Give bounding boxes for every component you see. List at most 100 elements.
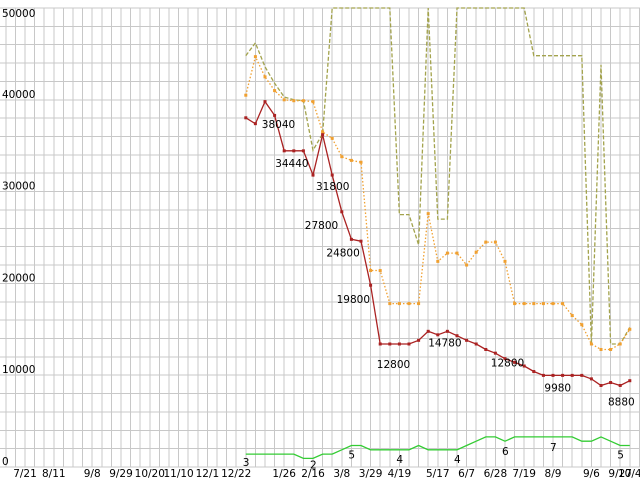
series-red-solid-marker xyxy=(474,342,478,346)
series-orange-dotted-marker xyxy=(513,302,517,306)
series-olive-dashed xyxy=(245,7,631,345)
series-orange-dotted-marker xyxy=(445,251,449,255)
x-tick-label: 9/29 xyxy=(109,468,133,480)
series-orange-dotted-marker xyxy=(465,263,469,267)
series-orange-dotted-marker xyxy=(561,302,565,306)
series-red-solid-marker xyxy=(292,149,296,153)
series-orange-dotted-marker xyxy=(244,93,248,97)
series-red-solid-marker xyxy=(321,133,325,137)
gridlines xyxy=(0,7,640,468)
series-orange-dotted-marker xyxy=(359,160,363,164)
price-label: 12800 xyxy=(491,357,524,369)
series-red-solid-marker xyxy=(628,379,632,383)
series-green-solid-line xyxy=(245,436,630,460)
x-tick-label: 12/22 xyxy=(221,468,251,480)
x-tick-label: 9/27 xyxy=(608,468,632,480)
y-tick-label: 30000 xyxy=(2,181,35,193)
series-red-solid-marker xyxy=(388,342,392,346)
series-red-solid-marker xyxy=(513,360,517,364)
series-orange-dotted-marker xyxy=(417,302,421,306)
price-label: 24800 xyxy=(326,247,359,259)
x-tick-label: 6/7 xyxy=(458,468,475,480)
series-red-solid-marker xyxy=(378,342,382,346)
x-tick-label: 2/16 xyxy=(301,468,325,480)
y-tick-label: 20000 xyxy=(2,272,35,284)
series-orange-dotted-marker xyxy=(522,302,526,306)
y-axis-labels: 0 10000 20000 30000 40000 50000 xyxy=(2,8,35,468)
x-tick-label: 1/26 xyxy=(272,468,296,480)
series-red-solid-marker xyxy=(273,113,277,117)
series-red-solid-marker xyxy=(522,364,526,368)
series-orange-dotted-marker xyxy=(493,240,497,244)
series-orange-dotted-marker xyxy=(455,251,459,255)
series-orange-dotted-marker xyxy=(292,99,296,103)
x-tick-label: 11/10 xyxy=(163,468,193,480)
series-orange-dotted-marker xyxy=(311,100,315,104)
count-label: 4 xyxy=(396,454,403,466)
x-tick-label: 7/19 xyxy=(512,468,536,480)
series-orange-dotted-marker xyxy=(273,89,277,93)
series-red-solid-marker xyxy=(369,283,373,287)
series-orange-dotted-marker xyxy=(532,302,536,306)
x-tick-label: 7/21 xyxy=(13,468,37,480)
series-red-solid-marker xyxy=(282,149,286,153)
count-label: 3 xyxy=(243,457,250,469)
series-red-solid-marker xyxy=(359,239,363,243)
series-orange-dotted-marker xyxy=(369,269,373,273)
series-red-solid-marker xyxy=(580,373,584,377)
series-orange-dotted-marker xyxy=(541,302,545,306)
series-red-solid-marker xyxy=(349,237,353,241)
price-label: 34440 xyxy=(275,158,308,170)
series-orange-dotted-marker xyxy=(599,347,603,351)
series-orange-dotted-marker xyxy=(609,347,613,351)
x-tick-label: 10/4 xyxy=(618,468,640,480)
series-orange-dotted-marker xyxy=(474,250,478,254)
series-red-solid-marker xyxy=(532,370,536,374)
series-red-solid-marker xyxy=(263,100,267,104)
price-label: 19800 xyxy=(337,294,370,306)
series-red-solid-marker xyxy=(551,373,555,377)
price-label: 27800 xyxy=(305,220,338,232)
price-label: 8880 xyxy=(608,396,635,408)
series-red-solid-marker xyxy=(503,357,507,361)
y-tick-label: 10000 xyxy=(2,364,35,376)
series-orange-dotted-marker xyxy=(426,212,430,216)
series-red-solid-marker xyxy=(561,373,565,377)
series-red-solid xyxy=(244,100,632,387)
x-tick-label: 4/19 xyxy=(388,468,412,480)
x-tick-label: 9/8 xyxy=(84,468,101,480)
series-orange-dotted-marker xyxy=(628,327,632,331)
series-red-solid-marker xyxy=(570,373,574,377)
data-labels: 38040 34440 31800 27800 24800 19800 12800 14780… xyxy=(243,119,635,472)
series-orange-dotted-marker xyxy=(349,158,353,162)
series-orange-dotted-marker xyxy=(618,342,622,346)
x-tick-label: 8/11 xyxy=(42,468,66,480)
count-label: 5 xyxy=(617,450,624,462)
y-tick-label: 40000 xyxy=(2,89,35,101)
price-label: 9980 xyxy=(544,382,571,394)
series-red-solid-marker xyxy=(301,149,305,153)
series-red-solid-marker xyxy=(465,338,469,342)
price-label: 14780 xyxy=(428,337,461,349)
series-orange-dotted-marker xyxy=(301,99,305,103)
price-label: 12800 xyxy=(377,359,410,371)
x-tick-label: 5/17 xyxy=(426,468,450,480)
series-red-solid-marker xyxy=(541,373,545,377)
count-label: 4 xyxy=(454,454,461,466)
series-red-solid-marker xyxy=(244,116,248,120)
series-orange-dotted xyxy=(244,54,632,351)
series-red-solid-marker xyxy=(455,334,459,338)
series-red-solid-marker xyxy=(484,347,488,351)
y-tick-label: 0 xyxy=(2,456,9,468)
count-label: 5 xyxy=(348,450,355,462)
series-red-solid-marker xyxy=(599,383,603,387)
series-orange-dotted-marker xyxy=(570,314,574,318)
series-red-solid-marker xyxy=(618,383,622,387)
series-red-solid-marker xyxy=(436,333,440,337)
series-orange-dotted-marker xyxy=(436,259,440,263)
series-red-solid-marker xyxy=(426,329,430,333)
